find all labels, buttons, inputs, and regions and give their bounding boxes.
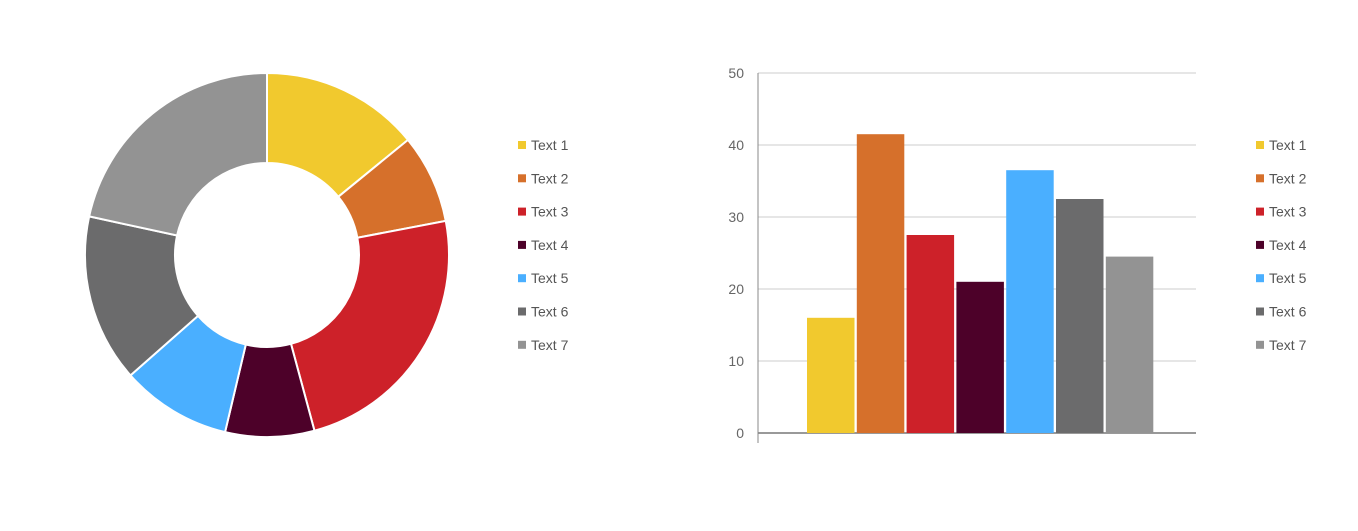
donut-slice-6 — [84, 215, 200, 377]
bar-3 — [906, 235, 955, 433]
bar-legend-swatch-3 — [1256, 207, 1264, 216]
bar-4 — [956, 281, 1004, 433]
bar-legend-swatch-6 — [1256, 307, 1264, 316]
donut-legend-label-2: Text 2 — [531, 170, 569, 186]
donut-legend-label-3: Text 3 — [531, 204, 569, 220]
y-tick-label-50: 50 — [728, 65, 744, 81]
bar-legend-swatch-1 — [1256, 141, 1264, 149]
donut-slice-3 — [289, 219, 450, 432]
donut-legend-label-7: Text 7 — [531, 337, 569, 353]
y-tick-label-20: 20 — [728, 281, 744, 297]
bar-chart: 0 10 20 30 40 50 — [728, 65, 1196, 443]
bar-legend-label-7: Text 7 — [1269, 337, 1307, 353]
bar-legend-label-4: Text 4 — [1269, 237, 1307, 253]
y-tick-label-10: 10 — [728, 353, 744, 369]
donut-legend-swatch-4 — [518, 240, 526, 249]
donut-legend-swatch-5 — [518, 274, 526, 283]
donut-legend-swatch-2 — [518, 174, 526, 183]
bar-5 — [1006, 170, 1054, 433]
donut-legend-swatch-3 — [518, 207, 526, 216]
bar-7 — [1105, 256, 1154, 433]
donut-chart — [84, 71, 450, 438]
bar-6 — [1056, 199, 1104, 433]
donut-legend-swatch-7 — [518, 340, 526, 349]
bar-legend-label-3: Text 3 — [1269, 204, 1307, 220]
donut-legend-swatch-6 — [518, 307, 526, 316]
y-tick-label-30: 30 — [728, 209, 744, 225]
donut-legend-swatch-1 — [518, 141, 526, 149]
bar-legend: Text 1 Text 2 Text 3 Text 4 Text 5 Text 6 Text… — [1256, 137, 1307, 353]
donut-slice-7 — [87, 71, 268, 237]
y-tick-label-0: 0 — [736, 425, 744, 441]
bar-legend-label-5: Text 5 — [1269, 270, 1307, 286]
bar-legend-swatch-4 — [1256, 240, 1264, 249]
donut-legend-label-4: Text 4 — [531, 237, 569, 253]
donut-legend-label-6: Text 6 — [531, 304, 569, 320]
y-tick-label-40: 40 — [728, 137, 744, 153]
bar-legend-swatch-5 — [1256, 274, 1264, 283]
bar-2 — [856, 134, 905, 433]
donut-legend: Text 1 Text 2 Text 3 Text 4 Text 5 Text 6 Text… — [518, 137, 569, 353]
bar-legend-label-2: Text 2 — [1269, 170, 1307, 186]
bar-1 — [807, 317, 855, 433]
bar-legend-swatch-7 — [1256, 340, 1264, 349]
bar-legend-label-1: Text 1 — [1269, 137, 1307, 153]
bar-legend-label-6: Text 6 — [1269, 304, 1307, 320]
bar-legend-swatch-2 — [1256, 174, 1264, 183]
donut-legend-label-1: Text 1 — [531, 137, 569, 153]
donut-legend-label-5: Text 5 — [531, 270, 569, 286]
